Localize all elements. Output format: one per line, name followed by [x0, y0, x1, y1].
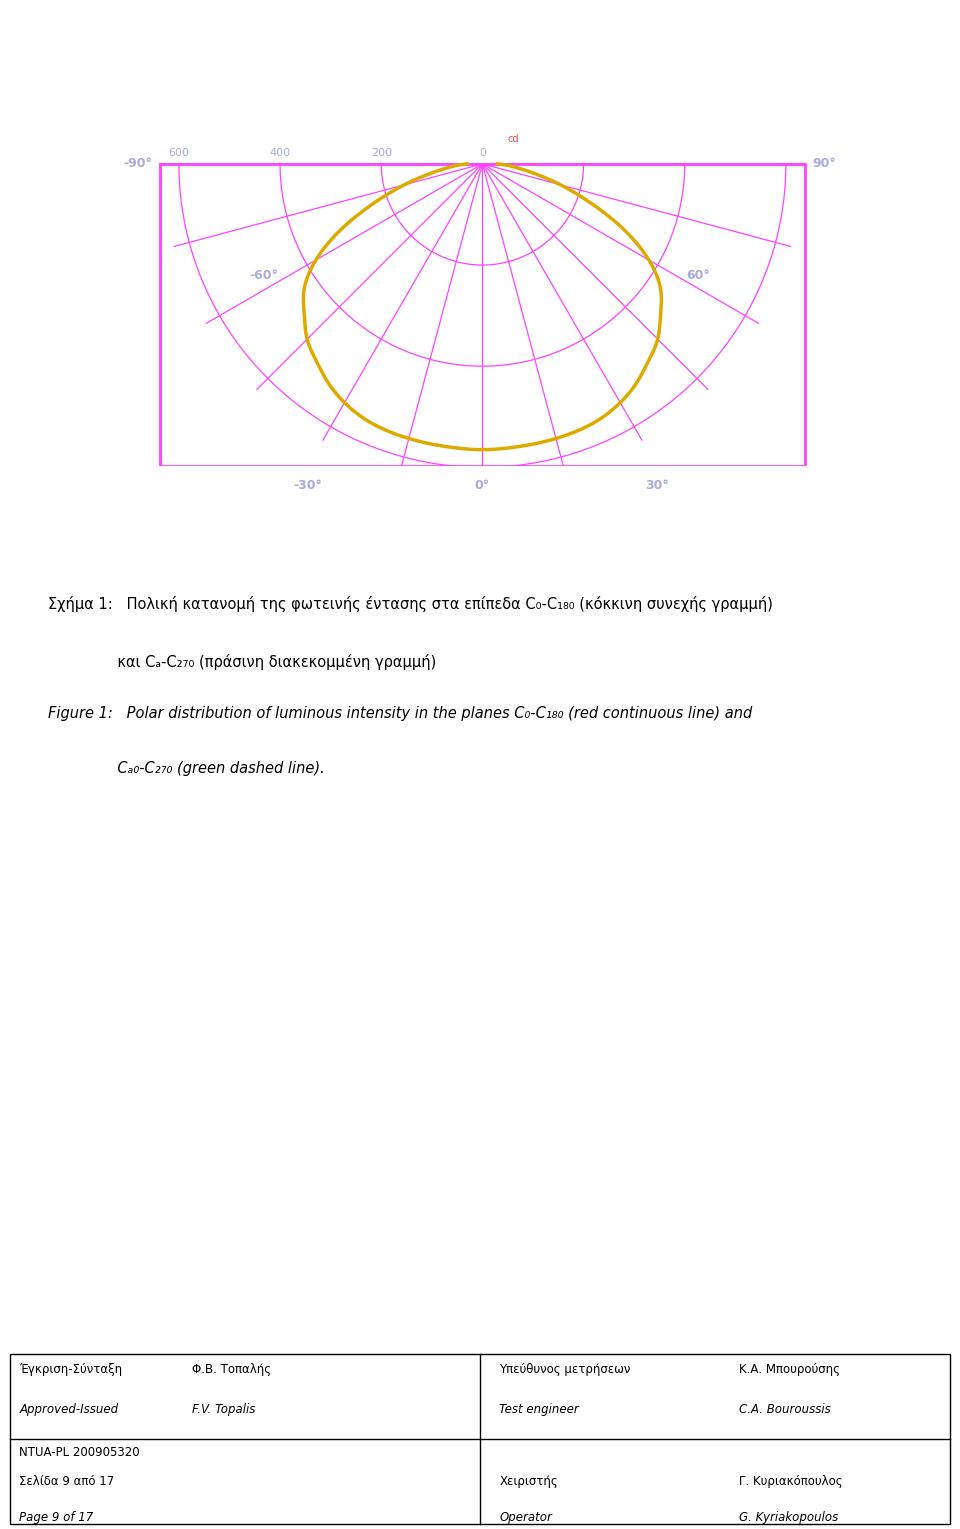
Text: 600: 600 [168, 148, 189, 157]
Text: 90°: 90° [812, 157, 836, 170]
Text: Cₐ₀-C₂₇₀ (green dashed line).: Cₐ₀-C₂₇₀ (green dashed line). [48, 761, 324, 777]
Text: G. Kyriakopoulos: G. Kyriakopoulos [739, 1511, 838, 1524]
Text: -90°: -90° [124, 157, 153, 170]
Text: Σελίδα 9 από 17: Σελίδα 9 από 17 [19, 1475, 114, 1488]
Text: Υπεύθυνος μετρήσεων: Υπεύθυνος μετρήσεων [499, 1362, 631, 1376]
Text: Approved-Issued: Approved-Issued [19, 1402, 118, 1416]
Text: cd: cd [508, 133, 519, 144]
Text: και Cₐ-C₂₇₀ (πράσινη διακεκομμένη γραμμή): και Cₐ-C₂₇₀ (πράσινη διακεκομμένη γραμμή… [48, 654, 436, 670]
Text: Page 9 of 17: Page 9 of 17 [19, 1511, 93, 1524]
Text: Test engineer: Test engineer [499, 1402, 579, 1416]
Text: Figure 1:   Polar distribution of luminous intensity in the planes C₀-C₁₈₀ (red : Figure 1: Polar distribution of luminous… [48, 706, 753, 722]
Text: 60°: 60° [686, 269, 709, 283]
Text: Γ. Κυριακόπουλος: Γ. Κυριακόπουλος [739, 1475, 843, 1488]
Text: 400: 400 [270, 148, 291, 157]
Text: 30°: 30° [645, 479, 669, 492]
Text: -60°: -60° [250, 269, 278, 283]
Text: -30°: -30° [294, 479, 323, 492]
Text: F.V. Topalis: F.V. Topalis [192, 1402, 255, 1416]
Text: NTUA-PL 200905320: NTUA-PL 200905320 [19, 1446, 140, 1459]
Text: C.A. Bouroussis: C.A. Bouroussis [739, 1402, 831, 1416]
Text: 0°: 0° [475, 479, 490, 492]
Text: Operator: Operator [499, 1511, 552, 1524]
Text: 200: 200 [371, 148, 392, 157]
Text: Φ.Β. Τοπαλής: Φ.Β. Τοπαλής [192, 1362, 271, 1376]
Text: Έγκριση-Σύνταξη: Έγκριση-Σύνταξη [19, 1362, 122, 1376]
Text: Χειριστής: Χειριστής [499, 1475, 558, 1488]
Text: 0: 0 [479, 148, 486, 157]
Text: Κ.Α. Μπουρούσης: Κ.Α. Μπουρούσης [739, 1362, 840, 1376]
Text: Σχήμα 1:   Πολική κατανομή της φωτεινής έντασης στα επίπεδα C₀-C₁₈₀ (κόκκινη συν: Σχήμα 1: Πολική κατανομή της φωτεινής έν… [48, 596, 773, 612]
